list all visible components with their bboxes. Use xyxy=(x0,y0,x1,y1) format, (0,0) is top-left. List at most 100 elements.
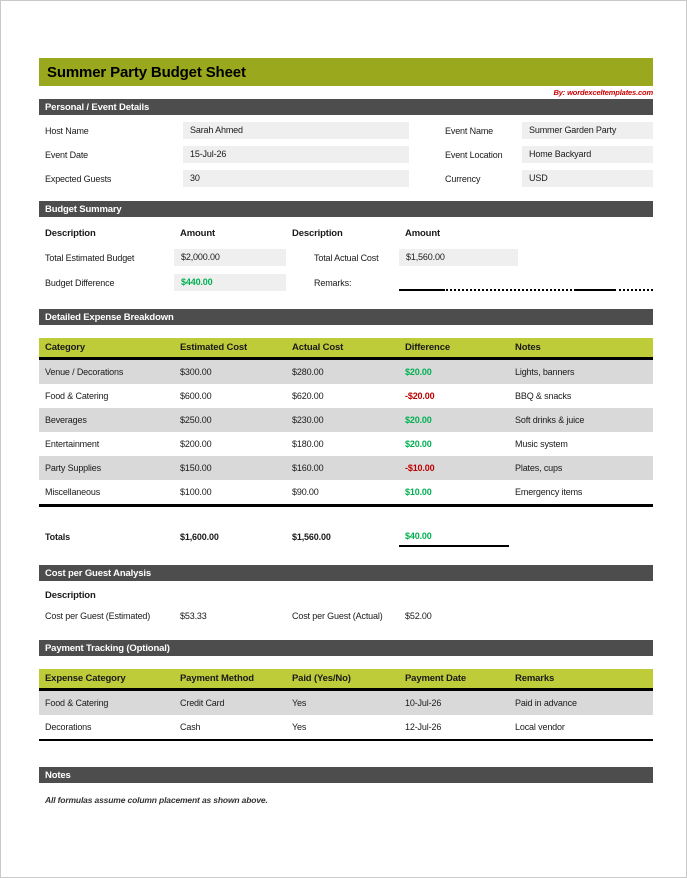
cell-actual: $620.00 xyxy=(292,391,324,401)
cell-estimated: $100.00 xyxy=(180,487,212,497)
cell-remarks: Paid in advance xyxy=(515,698,577,708)
cell-category: Venue / Decorations xyxy=(45,367,124,377)
total-estimated-budget-label: Total Estimated Budget xyxy=(45,252,135,263)
column-header-actual-cost: Actual Cost xyxy=(292,342,344,353)
currency-field[interactable]: USD xyxy=(522,170,653,187)
cell-difference: -$20.00 xyxy=(405,391,435,401)
cell-difference: $20.00 xyxy=(405,439,432,449)
total-actual-cost-field[interactable]: $1,560.00 xyxy=(399,249,518,266)
cell-estimated: $600.00 xyxy=(180,391,212,401)
section-title: Notes xyxy=(45,769,71,781)
remarks-blank-field[interactable] xyxy=(399,274,653,291)
section-header-budget-summary: Budget Summary xyxy=(39,201,653,217)
event-date-field[interactable]: 15-Jul-26 xyxy=(183,146,409,163)
payment-table-row: Food & Catering Credit Card Yes 10-Jul-2… xyxy=(39,691,653,715)
cost-per-guest-actual-value: $52.00 xyxy=(405,610,432,621)
expected-guests-label: Expected Guests xyxy=(45,173,112,184)
expense-totals-row: Totals $1,600.00 $1,560.00 $40.00 xyxy=(39,527,653,547)
cost-per-guest-description-header: Description xyxy=(45,590,96,601)
section-title: Cost per Guest Analysis xyxy=(45,567,152,579)
column-header-amount-right: Amount xyxy=(405,228,440,239)
cost-per-guest-estimated-label: Cost per Guest (Estimated) xyxy=(45,610,151,621)
column-header-payment-method: Payment Method xyxy=(180,673,254,684)
column-header-description-left: Description xyxy=(45,228,96,239)
total-actual-cost-label: Total Actual Cost xyxy=(314,252,379,263)
remarks-line-segment xyxy=(399,289,443,291)
cell-difference: -$10.00 xyxy=(405,463,435,473)
column-header-remarks: Remarks xyxy=(515,673,555,684)
budget-difference-field[interactable]: $440.00 xyxy=(174,274,286,291)
cell-notes: Plates, cups xyxy=(515,463,563,473)
cell-payment-method: Cash xyxy=(180,722,201,732)
cell-payment-method: Credit Card xyxy=(180,698,225,708)
expense-table-header-row: Category Estimated Cost Actual Cost Diff… xyxy=(39,338,653,360)
page-title-bar: Summer Party Budget Sheet xyxy=(39,58,653,86)
remarks-line-segment xyxy=(614,289,653,291)
expense-table-row: Entertainment $200.00 $180.00 $20.00 Mus… xyxy=(39,432,653,456)
payment-table-row: Decorations Cash Yes 12-Jul-26 Local ven… xyxy=(39,715,653,739)
expense-table-body: Venue / Decorations $300.00 $280.00 $20.… xyxy=(39,360,653,507)
totals-difference: $40.00 xyxy=(399,527,509,547)
payment-table-header-row: Expense Category Payment Method Paid (Ye… xyxy=(39,669,653,691)
cell-category: Beverages xyxy=(45,415,87,425)
cell-estimated: $300.00 xyxy=(180,367,212,377)
expected-guests-field[interactable]: 30 xyxy=(183,170,409,187)
cell-expense-category: Decorations xyxy=(45,722,92,732)
cost-per-guest-actual-label: Cost per Guest (Actual) xyxy=(292,610,383,621)
event-location-field[interactable]: Home Backyard xyxy=(522,146,653,163)
cell-category: Food & Catering xyxy=(45,391,109,401)
cell-category: Miscellaneous xyxy=(45,487,101,497)
column-header-difference: Difference xyxy=(405,342,450,353)
totals-label: Totals xyxy=(45,532,70,542)
event-name-field[interactable]: Summer Garden Party xyxy=(522,122,653,139)
expense-table-row: Party Supplies $150.00 $160.00 -$10.00 P… xyxy=(39,456,653,480)
section-title: Detailed Expense Breakdown xyxy=(45,311,174,323)
section-header-personal-details: Personal / Event Details xyxy=(39,99,653,115)
section-header-cost-per-guest: Cost per Guest Analysis xyxy=(39,565,653,581)
budget-difference-label: Budget Difference xyxy=(45,277,115,288)
column-header-payment-date: Payment Date xyxy=(405,673,467,684)
host-name-field[interactable]: Sarah Ahmed xyxy=(183,122,409,139)
cell-estimated: $200.00 xyxy=(180,439,212,449)
expense-table-row: Beverages $250.00 $230.00 $20.00 Soft dr… xyxy=(39,408,653,432)
cost-per-guest-estimated-value: $53.33 xyxy=(180,610,207,621)
cell-payment-date: 12-Jul-26 xyxy=(405,722,442,732)
column-header-notes: Notes xyxy=(515,342,541,353)
cell-actual: $230.00 xyxy=(292,415,324,425)
cell-notes: Music system xyxy=(515,439,568,449)
notes-text: All formulas assume column placement as … xyxy=(45,795,268,805)
sheet-content: Summer Party Budget Sheet By: wordexcelt… xyxy=(39,1,653,805)
column-header-category: Category xyxy=(45,342,85,353)
totals-estimated: $1,600.00 xyxy=(180,532,219,542)
payment-table-body: Food & Catering Credit Card Yes 10-Jul-2… xyxy=(39,691,653,741)
cell-actual: $90.00 xyxy=(292,487,319,497)
cell-paid: Yes xyxy=(292,698,307,708)
totals-actual: $1,560.00 xyxy=(292,532,331,542)
section-title: Budget Summary xyxy=(45,203,122,215)
currency-label: Currency xyxy=(445,173,481,184)
host-name-label: Host Name xyxy=(45,125,89,136)
event-date-label: Event Date xyxy=(45,149,89,160)
remarks-line-segment xyxy=(443,289,576,291)
cell-expense-category: Food & Catering xyxy=(45,698,109,708)
cell-estimated: $150.00 xyxy=(180,463,212,473)
cell-notes: Emergency items xyxy=(515,487,583,497)
cell-difference: $20.00 xyxy=(405,367,432,377)
section-header-payment-tracking: Payment Tracking (Optional) xyxy=(39,640,653,656)
column-header-amount-left: Amount xyxy=(180,228,215,239)
remarks-label: Remarks: xyxy=(314,277,352,288)
section-header-expense-breakdown: Detailed Expense Breakdown xyxy=(39,309,653,325)
event-name-label: Event Name xyxy=(445,125,494,136)
cost-per-guest-row: Cost per Guest (Estimated) $53.33 Cost p… xyxy=(39,607,653,624)
cell-actual: $280.00 xyxy=(292,367,324,377)
expense-table-row: Food & Catering $600.00 $620.00 -$20.00 … xyxy=(39,384,653,408)
total-estimated-budget-field[interactable]: $2,000.00 xyxy=(174,249,286,266)
cell-difference: $20.00 xyxy=(405,415,432,425)
section-header-notes: Notes xyxy=(39,767,653,783)
column-header-paid: Paid (Yes/No) xyxy=(292,673,351,684)
byline-credit-link[interactable]: By: wordexceltemplates.com xyxy=(553,88,654,97)
expense-table-row: Venue / Decorations $300.00 $280.00 $20.… xyxy=(39,360,653,384)
cell-notes: BBQ & snacks xyxy=(515,391,572,401)
cell-payment-date: 10-Jul-26 xyxy=(405,698,442,708)
